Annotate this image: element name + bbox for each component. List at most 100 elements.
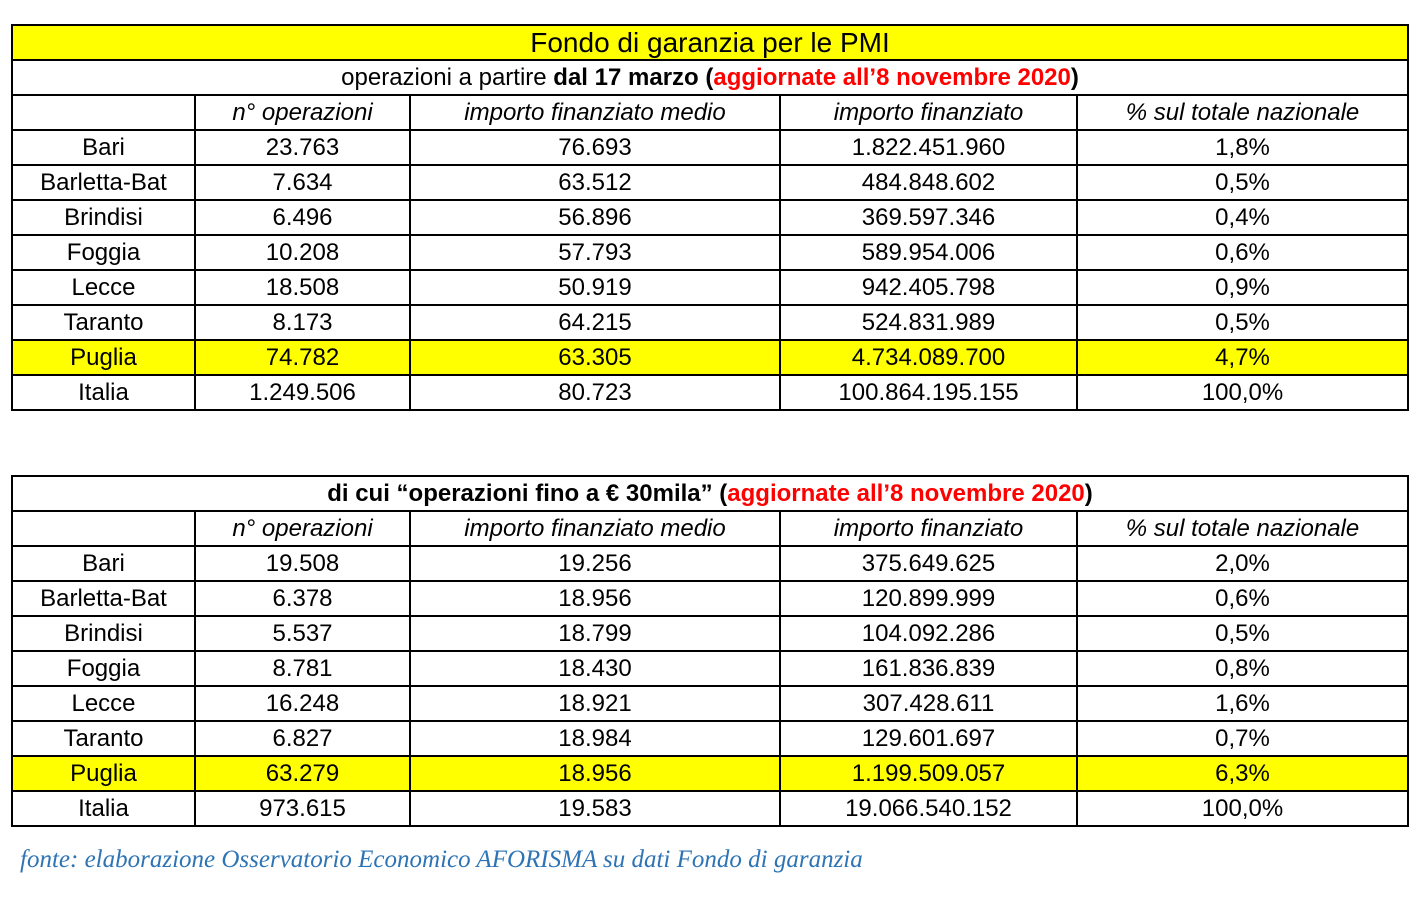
- value-cell: 6.496: [194, 199, 411, 236]
- subtitle-update-date: aggiornate all’8 novembre 2020: [727, 480, 1085, 507]
- value-cell: 64.215: [409, 304, 781, 341]
- column-header: [11, 510, 196, 547]
- value-cell: 100.864.195.155: [779, 374, 1078, 411]
- small-operations-table-body: di cui “operazioni fino a € 30mila” (agg…: [11, 475, 1409, 827]
- value-cell: 129.601.697: [779, 720, 1078, 757]
- subtitle-paren-open: (: [712, 480, 728, 507]
- table-row: Italia 973.615 19.583 19.066.540.152 100,0%: [11, 790, 1409, 827]
- value-cell: 1.822.451.960: [779, 129, 1078, 166]
- subtitle-paren-close: ): [1084, 480, 1093, 507]
- subtitle-paren-open: (: [698, 64, 714, 91]
- province-cell: Puglia: [11, 755, 196, 792]
- value-cell: 1,8%: [1075, 129, 1410, 166]
- summary-table-body: Fondo di garanzia per le PMI operazioni …: [10, 24, 1410, 411]
- value-cell: 10.208: [194, 234, 411, 271]
- province-cell: Foggia: [11, 234, 196, 271]
- value-cell: 56.896: [409, 199, 781, 236]
- province-cell: Taranto: [11, 304, 196, 341]
- value-cell: 8.781: [194, 650, 411, 687]
- value-cell: 76.693: [409, 129, 781, 166]
- value-cell: 0,9%: [1075, 269, 1410, 306]
- column-header: n° operazioni: [194, 94, 411, 131]
- column-header: [11, 94, 196, 131]
- province-cell: Barletta-Bat: [11, 580, 196, 617]
- province-cell: Bari: [11, 129, 196, 166]
- table-row: Brindisi 6.496 56.896 369.597.346 0,4%: [11, 199, 1410, 236]
- value-cell: 80.723: [409, 374, 781, 411]
- column-header: importo finanziato: [779, 510, 1078, 547]
- value-cell: 6.827: [194, 720, 411, 757]
- province-cell: Foggia: [11, 650, 196, 687]
- province-cell: Puglia: [11, 339, 196, 376]
- value-cell: 23.763: [194, 129, 411, 166]
- table-row: Lecce 18.508 50.919 942.405.798 0,9%: [11, 269, 1410, 306]
- value-cell: 4,7%: [1075, 339, 1410, 376]
- province-cell: Brindisi: [11, 199, 196, 236]
- column-header: importo finanziato medio: [409, 510, 781, 547]
- table-row: Puglia 74.782 63.305 4.734.089.700 4,7%: [11, 339, 1410, 376]
- value-cell: 0,5%: [1075, 304, 1410, 341]
- value-cell: 0,4%: [1075, 199, 1410, 236]
- value-cell: 100,0%: [1076, 790, 1409, 827]
- value-cell: 16.248: [194, 685, 411, 722]
- source-note: fonte: elaborazione Osservatorio Economi…: [20, 846, 863, 873]
- value-cell: 484.848.602: [779, 164, 1078, 201]
- subtitle-text: operazioni a partire: [341, 64, 554, 91]
- value-cell: 18.430: [409, 650, 781, 687]
- value-cell: 161.836.839: [779, 650, 1078, 687]
- table-row: Bari 23.763 76.693 1.822.451.960 1,8%: [11, 129, 1410, 166]
- value-cell: 63.305: [409, 339, 781, 376]
- subtitle-bold-text: dal 17 marzo: [553, 64, 699, 91]
- value-cell: 18.956: [409, 755, 781, 792]
- value-cell: 18.956: [409, 580, 781, 617]
- table-row: Barletta-Bat 6.378 18.956 120.899.999 0,6%: [11, 580, 1409, 617]
- table-row: Barletta-Bat 7.634 63.512 484.848.602 0,5%: [11, 164, 1410, 201]
- value-cell: 18.508: [194, 269, 411, 306]
- value-cell: 1.199.509.057: [779, 755, 1078, 792]
- header-row: n° operazioni importo finanziato medio imp…: [11, 510, 1409, 547]
- province-cell: Barletta-Bat: [11, 164, 196, 201]
- province-cell: Italia: [11, 790, 196, 827]
- value-cell: 524.831.989: [779, 304, 1078, 341]
- value-cell: 63.279: [194, 755, 411, 792]
- value-cell: 74.782: [194, 339, 411, 376]
- column-header: % sul totale nazionale: [1075, 94, 1410, 131]
- value-cell: 0,6%: [1075, 234, 1410, 271]
- value-cell: 19.256: [409, 545, 781, 582]
- value-cell: 369.597.346: [779, 199, 1078, 236]
- table-row: Taranto 6.827 18.984 129.601.697 0,7%: [11, 720, 1409, 757]
- table-row: Bari 19.508 19.256 375.649.625 2,0%: [11, 545, 1409, 582]
- value-cell: 7.634: [194, 164, 411, 201]
- value-cell: 18.984: [409, 720, 781, 757]
- value-cell: 589.954.006: [779, 234, 1078, 271]
- value-cell: 57.793: [409, 234, 781, 271]
- value-cell: 8.173: [194, 304, 411, 341]
- value-cell: 4.734.089.700: [779, 339, 1078, 376]
- column-header: % sul totale nazionale: [1076, 510, 1409, 547]
- table-subtitle: operazioni a partire dal 17 marzo (aggio…: [10, 59, 1410, 96]
- value-cell: 0,5%: [1075, 164, 1410, 201]
- table-row: Italia 1.249.506 80.723 100.864.195.155 100,…: [11, 374, 1410, 411]
- value-cell: 942.405.798: [779, 269, 1078, 306]
- value-cell: 0,6%: [1076, 580, 1409, 617]
- table-row: Brindisi 5.537 18.799 104.092.286 0,5%: [11, 615, 1409, 652]
- value-cell: 307.428.611: [779, 685, 1078, 722]
- table-row: Taranto 8.173 64.215 524.831.989 0,5%: [11, 304, 1410, 341]
- subtitle-bold-text: di cui “operazioni fino a € 30mila”: [327, 480, 713, 507]
- value-cell: 973.615: [194, 790, 411, 827]
- value-cell: 63.512: [409, 164, 781, 201]
- value-cell: 19.583: [409, 790, 781, 827]
- summary-table: Fondo di garanzia per le PMI operazioni …: [10, 24, 1410, 411]
- province-cell: Bari: [11, 545, 196, 582]
- column-header: importo finanziato medio: [409, 94, 781, 131]
- value-cell: 0,8%: [1076, 650, 1409, 687]
- table-row: Lecce 16.248 18.921 307.428.611 1,6%: [11, 685, 1409, 722]
- value-cell: 19.508: [194, 545, 411, 582]
- subtitle-paren-close: ): [1070, 64, 1079, 91]
- value-cell: 18.921: [409, 685, 781, 722]
- table-subtitle-row: operazioni a partire dal 17 marzo (aggio…: [10, 59, 1410, 96]
- table-title-row: Fondo di garanzia per le PMI: [10, 24, 1410, 61]
- value-cell: 104.092.286: [779, 615, 1078, 652]
- value-cell: 50.919: [409, 269, 781, 306]
- value-cell: 1.249.506: [194, 374, 411, 411]
